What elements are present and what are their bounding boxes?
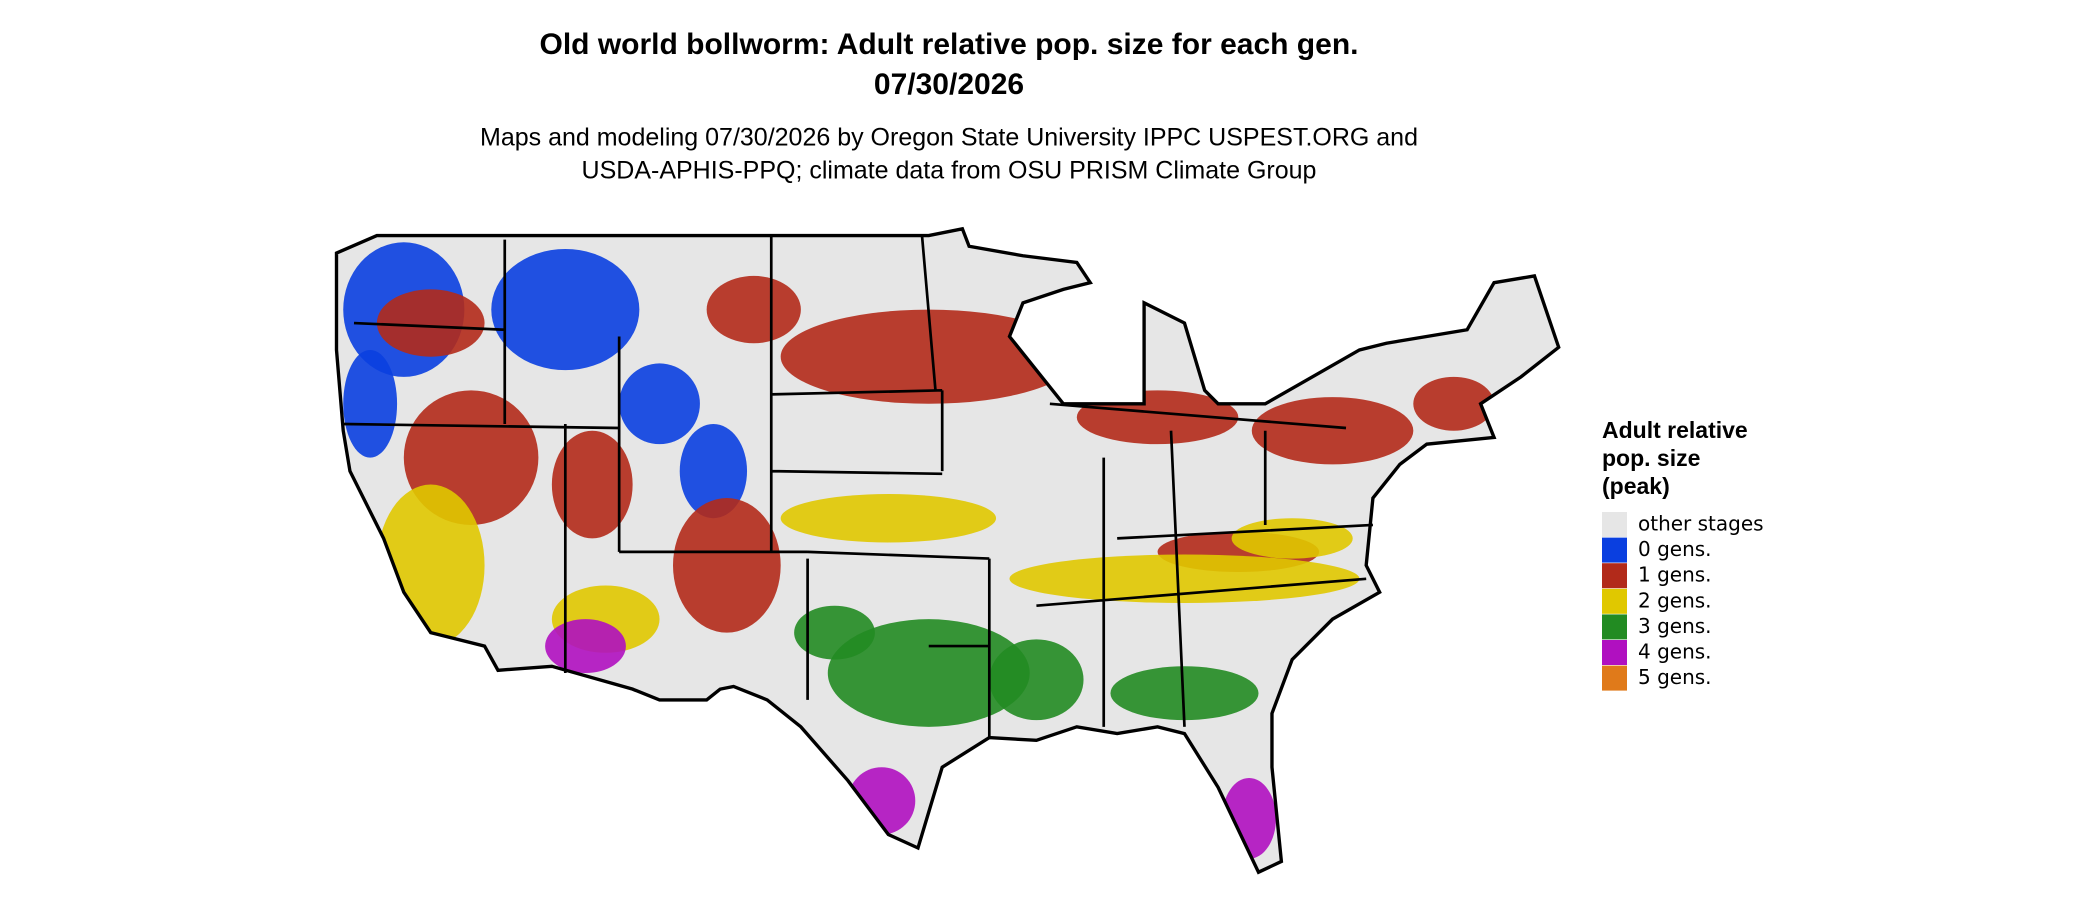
legend-label: 2 gens. <box>1638 588 1712 612</box>
gen-region <box>1251 397 1414 465</box>
gen-region <box>1110 666 1259 721</box>
legend-title: (peak) <box>1602 473 1670 499</box>
map-fills <box>336 228 1559 873</box>
gen-region <box>780 493 997 543</box>
legend-label: 3 gens. <box>1638 614 1712 638</box>
legend-title: pop. size <box>1602 445 1700 471</box>
gen-region <box>545 619 626 673</box>
gen-region <box>706 275 801 344</box>
gen-region <box>376 289 485 357</box>
legend-swatch <box>1602 537 1627 563</box>
gen-region <box>491 249 640 371</box>
title: 07/30/2026 <box>874 68 1024 101</box>
subtitle: USDA-APHIS-PPQ; climate data from OSU PR… <box>582 157 1317 185</box>
gen-region <box>780 309 1077 404</box>
gen-region <box>343 349 398 458</box>
gen-region <box>619 363 700 445</box>
gen-region <box>1231 518 1353 559</box>
legend-swatch <box>1602 640 1627 665</box>
gen-region <box>551 430 633 539</box>
legend-swatch <box>1602 512 1627 537</box>
country-outline <box>334 226 1561 875</box>
gen-region <box>673 498 781 633</box>
gen-region <box>1009 554 1360 604</box>
gen-region <box>794 605 875 660</box>
legend-swatch <box>1602 614 1627 640</box>
legend-label: 0 gens. <box>1638 537 1712 561</box>
gen-region <box>989 639 1084 721</box>
gen-region <box>1413 376 1495 431</box>
legend-swatch <box>1602 563 1627 589</box>
state-borders <box>343 235 1373 738</box>
legend-label: 4 gens. <box>1638 640 1712 664</box>
legend-label: 1 gens. <box>1638 563 1712 587</box>
legend-label: other stages <box>1638 512 1764 536</box>
legend-label: 5 gens. <box>1638 665 1712 689</box>
gen-region <box>679 423 748 519</box>
subtitle: Maps and modeling 07/30/2026 by Oregon S… <box>480 124 1418 152</box>
legend-swatch <box>1602 665 1627 691</box>
title: Old world bollworm: Adult relative pop. … <box>540 28 1359 61</box>
legend-swatch <box>1602 588 1627 614</box>
map <box>334 226 1561 875</box>
legend-title: Adult relative <box>1602 417 1748 443</box>
gen-region <box>1222 777 1277 859</box>
